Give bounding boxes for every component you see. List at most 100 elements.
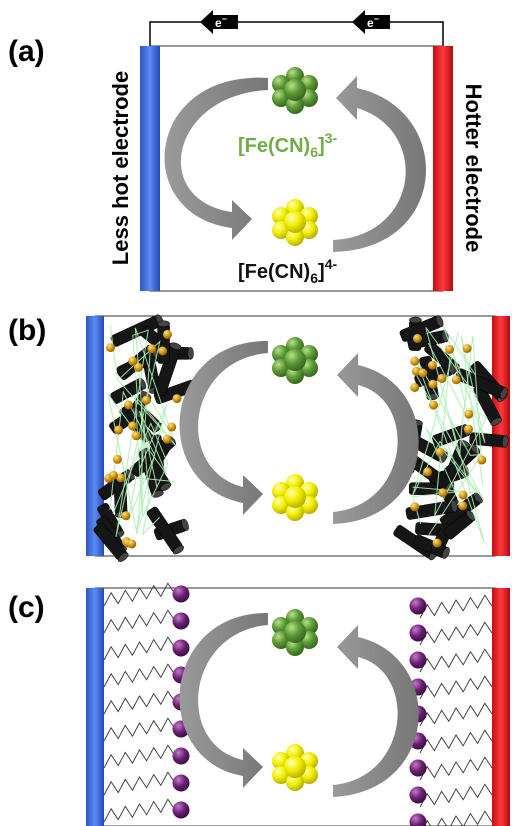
- cold-electrode: [86, 588, 104, 826]
- gold-nanoparticle: [423, 467, 432, 477]
- alkyl-chain: [103, 771, 176, 796]
- head-group: [409, 597, 427, 615]
- gold-nanoparticle: [428, 379, 438, 389]
- polymer-strand: [425, 327, 482, 458]
- cold-electrode: [86, 316, 104, 556]
- cold-electrode: [140, 46, 160, 291]
- panel-a-label: (a): [8, 35, 45, 68]
- alkyl-chain: [419, 594, 493, 619]
- electron-label: e−: [367, 14, 379, 30]
- gold-nanoparticle: [112, 454, 122, 464]
- reduction-arrow: [179, 612, 268, 788]
- polymer-strand: [443, 326, 486, 485]
- alkyl-chain: [419, 783, 493, 808]
- alkyl-chain: [103, 798, 176, 823]
- hot-electrode-label: Hotter electrode: [461, 84, 486, 253]
- gold-nanoparticle: [128, 421, 138, 431]
- carbon-nanotube: [146, 506, 184, 555]
- gold-nanoparticle: [429, 400, 438, 410]
- alkyl-chain: [419, 621, 493, 646]
- alkyl-chain: [103, 717, 176, 742]
- head-group: [172, 639, 190, 657]
- head-group: [172, 774, 190, 792]
- gold-nanoparticle: [108, 470, 118, 480]
- alkyl-chain: [419, 729, 493, 754]
- reduction-arrow: [164, 77, 268, 240]
- head-group: [172, 747, 190, 765]
- carbon-nanotube: [93, 522, 129, 562]
- oxidation-arrow: [333, 76, 426, 252]
- gold-nanoparticle: [128, 356, 138, 366]
- gold-nanoparticle: [121, 511, 131, 521]
- panel-a: e− e− Less hot electrode Hotter electrod…: [108, 10, 486, 292]
- gold-nanoparticle: [172, 394, 182, 404]
- alkyl-chain: [103, 690, 176, 715]
- head-group: [172, 801, 190, 819]
- oxidation-arrow: [333, 625, 419, 797]
- oxidation-arrow: [333, 353, 419, 524]
- gold-nanoparticle: [437, 373, 447, 383]
- gold-nanoparticle: [413, 334, 422, 343]
- alkyl-chain: [419, 756, 493, 781]
- gold-nanoparticle: [464, 424, 473, 434]
- head-group: [409, 786, 427, 804]
- gold-nanoparticle: [432, 538, 442, 548]
- panel-c-label: (c): [8, 591, 45, 624]
- alkyl-chain: [103, 663, 176, 688]
- alkyl-chain: [419, 648, 493, 673]
- ferrocyanide-molecule: [272, 199, 318, 246]
- carbon-nanotube: [407, 329, 449, 350]
- polymer-strand: [412, 427, 479, 524]
- gold-nanoparticle: [458, 501, 468, 511]
- polymer-strand: [109, 326, 177, 516]
- gold-nanoparticle: [124, 400, 134, 410]
- alkyl-chain: [419, 675, 493, 700]
- ferrocyanide-formula: [Fe(CN)6]4-: [238, 256, 337, 286]
- cold-electrode-label: Less hot electrode: [108, 71, 133, 265]
- electron-arrow-right: e−: [352, 10, 390, 34]
- alkyl-chain: [419, 702, 493, 727]
- gold-nanoparticle: [464, 409, 474, 419]
- carbon-nanotube: [153, 342, 182, 397]
- head-group: [172, 612, 190, 630]
- head-group: [409, 624, 427, 642]
- hot-electrode: [492, 588, 510, 826]
- carbon-nanotube: [469, 432, 509, 448]
- gold-nanoparticle: [127, 539, 137, 549]
- gold-nanoparticle: [410, 383, 420, 392]
- gold-nanoparticle: [438, 488, 448, 498]
- head-group: [409, 651, 427, 669]
- electron-arrow-left: e−: [200, 10, 238, 34]
- alkyl-chain: [423, 810, 493, 826]
- gold-nanoparticle: [163, 329, 172, 339]
- gold-nanoparticle: [147, 344, 157, 354]
- cnt-coating-left: [93, 314, 199, 562]
- gold-nanoparticle: [106, 343, 115, 353]
- alkyl-chain: [103, 744, 176, 769]
- panel-b: [86, 314, 510, 562]
- gold-nanoparticle: [114, 425, 123, 435]
- polymer-strand: [427, 342, 488, 516]
- ferrocyanide-molecule: [272, 744, 318, 791]
- hot-electrode: [433, 46, 453, 291]
- gold-nanoparticle: [435, 447, 445, 457]
- electron-label: e−: [215, 14, 227, 30]
- polymer-strand: [414, 355, 485, 543]
- alkyl-chain: [103, 582, 176, 607]
- gold-nanoparticle: [462, 344, 472, 353]
- panel-c: [86, 582, 510, 826]
- gold-nanoparticle: [428, 360, 437, 370]
- gold-nanoparticle: [116, 473, 126, 483]
- gold-nanoparticle: [477, 455, 487, 465]
- gold-nanoparticle: [133, 362, 143, 372]
- alkyl-chain: [103, 609, 176, 634]
- ferricyanide-molecule: [272, 337, 318, 384]
- gold-nanoparticle: [418, 368, 428, 378]
- reduction-arrow: [179, 340, 268, 515]
- panel-b-label: (b): [8, 314, 46, 347]
- external-circuit-wire: [149, 21, 444, 46]
- gold-nanoparticle: [410, 356, 420, 366]
- ferricyanide-formula: [Fe(CN)6]3-: [238, 130, 337, 160]
- gold-nanoparticle: [158, 346, 168, 356]
